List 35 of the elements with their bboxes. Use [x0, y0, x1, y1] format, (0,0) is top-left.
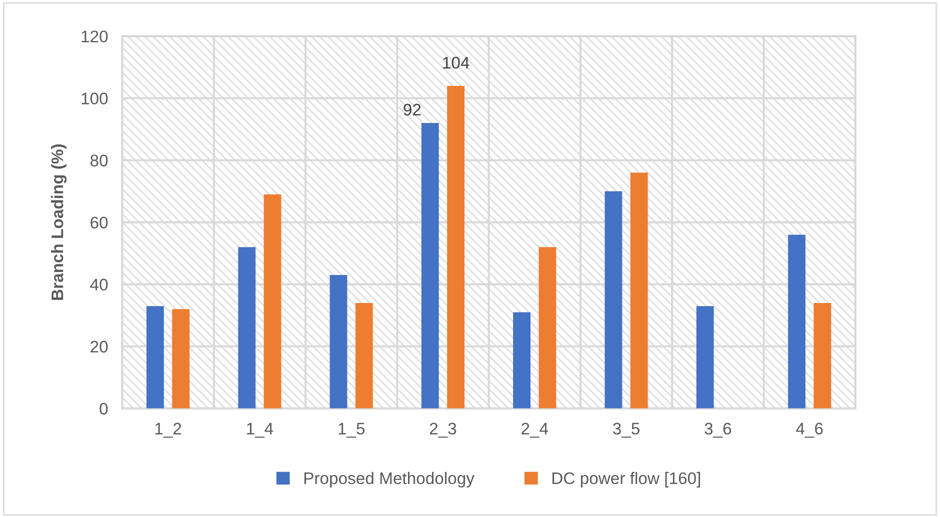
bar [814, 302, 832, 408]
y-tick-label: 0 [100, 402, 108, 415]
y-tick-label: 120 [82, 30, 108, 42]
y-tick-label: 40 [90, 278, 108, 291]
bar [264, 194, 282, 408]
y-tick-label: 80 [90, 154, 108, 166]
bar [238, 247, 256, 408]
bar [447, 86, 465, 408]
bar [696, 306, 714, 408]
y-tick-label: 60 [90, 216, 108, 229]
bar [421, 123, 439, 408]
bar [172, 309, 190, 408]
x-tick-label: 1_2 [155, 422, 182, 438]
x-tick-label: 3_5 [613, 422, 640, 438]
legend-label: Proposed Methodology [304, 472, 474, 488]
x-tick-label: 3_6 [704, 422, 732, 438]
x-tick-label: 2_3 [430, 422, 456, 438]
legend-label: DC power flow [160] [552, 472, 700, 488]
bar [538, 247, 556, 408]
bar [604, 191, 622, 408]
bar [146, 306, 164, 408]
y-axis-title: Branch Loading (%) [51, 144, 67, 300]
bar [355, 302, 373, 408]
bar [630, 172, 648, 408]
y-tick-label: 100 [82, 92, 108, 104]
data-label: 104 [443, 56, 470, 69]
y-tick-label: 20 [90, 340, 108, 353]
data-label: 92 [404, 104, 421, 116]
bar [513, 312, 530, 408]
bar [788, 234, 806, 408]
x-tick-label: 1_4 [247, 422, 274, 438]
bar [330, 275, 348, 408]
x-tick-label: 2_4 [522, 422, 548, 438]
x-tick-label: 1_5 [338, 422, 365, 438]
x-tick-label: 4_6 [796, 422, 823, 438]
